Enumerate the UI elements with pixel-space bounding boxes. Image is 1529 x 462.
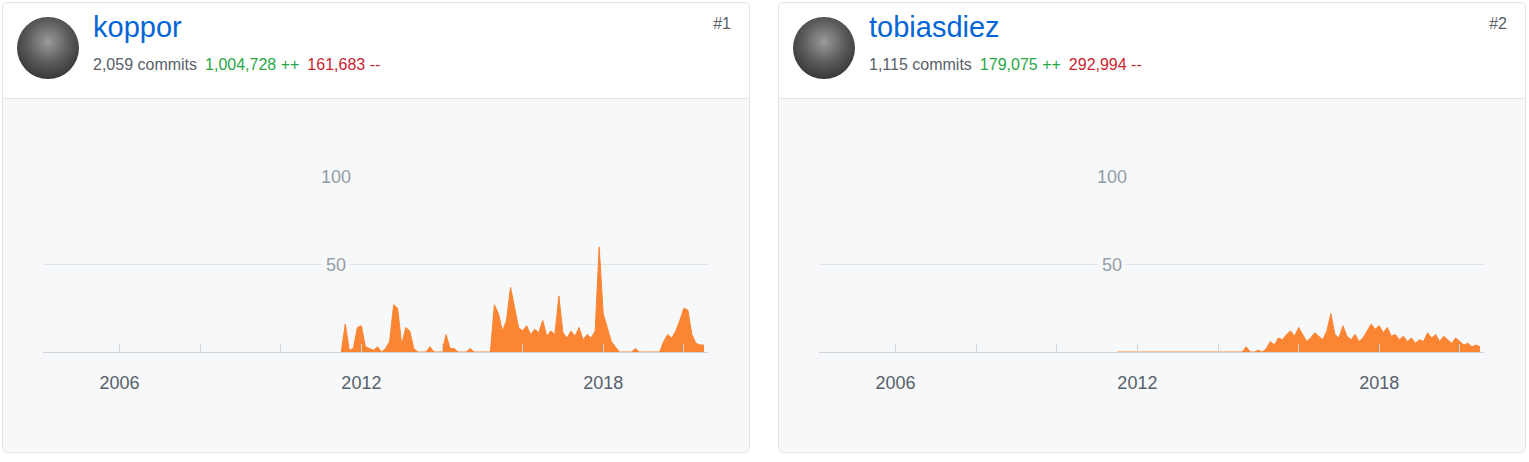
html-text:292,994 --: 292,994 -- — [1068, 56, 1142, 73]
html-text:#2: #2 — [1489, 15, 1507, 32]
html-text:koppor: koppor — [93, 11, 182, 43]
html-text:179,075 ++: 179,075 ++ — [979, 56, 1061, 73]
html-text:1,115 commits: 1,115 commits — [869, 56, 972, 73]
svg-text:50: 50 — [1102, 255, 1122, 275]
svg-text:2012: 2012 — [1117, 373, 1157, 393]
html-text:#1: #1 — [713, 15, 731, 32]
svg-text:2006: 2006 — [100, 373, 140, 393]
html-text:161,683 --: 161,683 -- — [307, 56, 381, 73]
svg-text:100: 100 — [1097, 167, 1127, 187]
svg-text:2012: 2012 — [341, 373, 381, 393]
html-text:2,059 commits: 2,059 commits — [93, 56, 197, 73]
svg-text:2006: 2006 — [876, 373, 916, 393]
svg-text:2018: 2018 — [583, 373, 623, 393]
svg-text:50: 50 — [326, 255, 346, 275]
svg-text:2018: 2018 — [1359, 373, 1399, 393]
html-text:1,004,728 ++: 1,004,728 ++ — [205, 56, 300, 73]
html-text:tobiasdiez: tobiasdiez — [869, 11, 1000, 43]
svg-text:100: 100 — [321, 167, 351, 187]
